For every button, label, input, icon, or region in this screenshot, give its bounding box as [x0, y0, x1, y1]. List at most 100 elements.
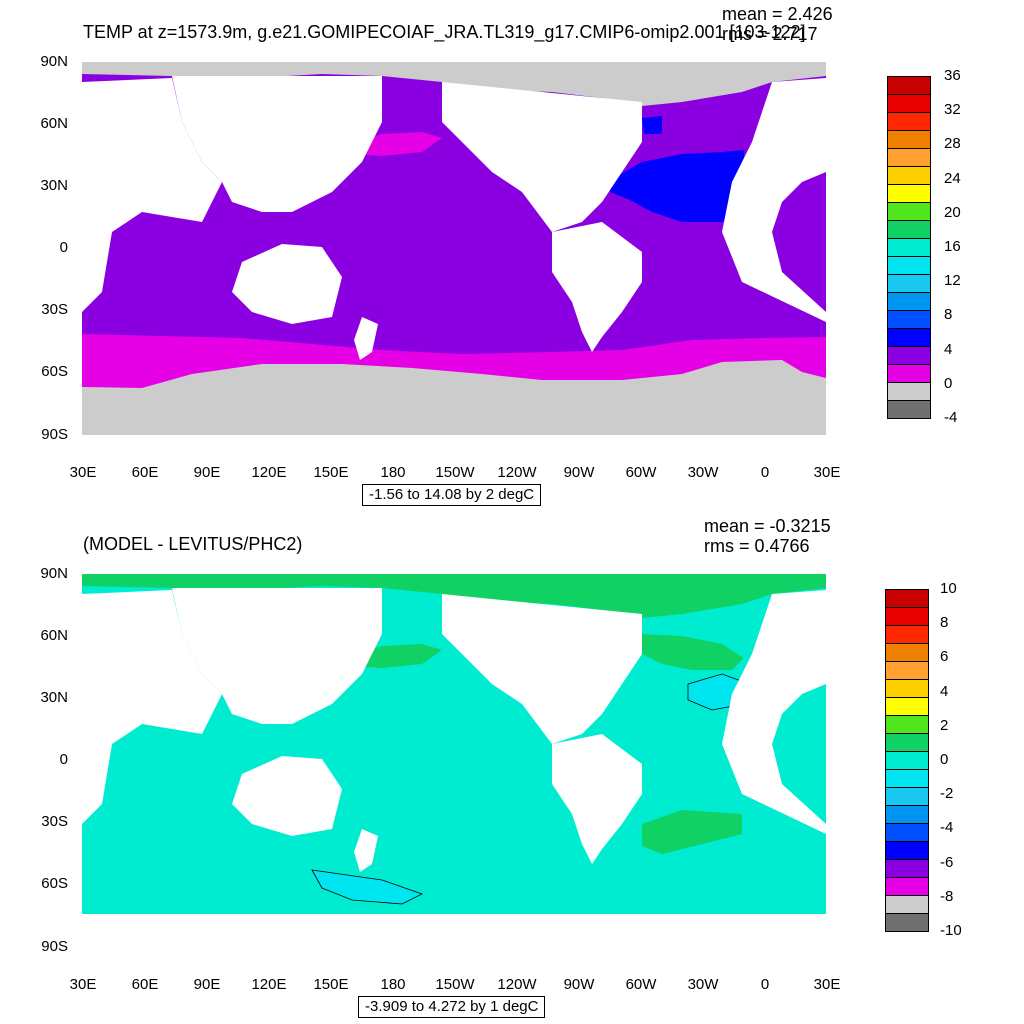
lat-label: 90S — [41, 938, 68, 955]
lon-label: 180 — [380, 464, 406, 481]
colorbar-swatch — [885, 895, 929, 914]
colorbar-swatch — [885, 877, 929, 896]
bottom-south-atlantic-positive — [642, 810, 742, 854]
colorbar-swatch — [885, 823, 929, 842]
lat-label: 90S — [41, 426, 68, 443]
colorbar-swatch — [885, 769, 929, 788]
colorbar-swatch — [885, 715, 929, 734]
colorbar-swatch — [885, 625, 929, 644]
colorbar-label: 36 — [944, 67, 961, 84]
colorbar-swatch — [885, 697, 929, 716]
bottom-map-plot — [82, 574, 826, 947]
lon-label: 90W — [563, 464, 595, 481]
bottom-range-label: -3.909 to 4.272 by 1 degC — [358, 996, 546, 1018]
lon-label: 150W — [435, 976, 475, 993]
lat-label: 90N — [40, 53, 68, 70]
colorbar-label: 4 — [940, 682, 949, 700]
colorbar-swatch — [887, 130, 931, 149]
lat-label: 30S — [41, 813, 68, 830]
top-rms-label: rms = 2.717 — [722, 24, 818, 44]
colorbar-swatches — [887, 76, 931, 419]
colorbar-label: 6 — [940, 648, 949, 666]
bottom-no-data — [82, 914, 826, 947]
bottom-land-masses — [82, 588, 826, 872]
bottom-southern-ocean-negative — [311, 869, 424, 905]
colorbar-label: 12 — [944, 272, 961, 290]
colorbar-label: 0 — [944, 374, 953, 392]
bottom-arctic-positive — [82, 574, 826, 618]
top-title: TEMP at z=1573.9m, g.e21.GOMIPECOIAF_JRA… — [83, 22, 806, 42]
colorbar-label: -4 — [940, 819, 954, 837]
lon-label: 0 — [760, 976, 770, 993]
bottom-north-atlantic-positive — [642, 634, 744, 670]
lat-label: 0 — [59, 751, 68, 768]
top-labrador-blue — [642, 116, 662, 134]
colorbar-swatch — [885, 913, 929, 932]
lon-label: 120W — [497, 976, 537, 993]
lat-label: 0 — [59, 239, 68, 256]
lat-label: 30N — [40, 689, 68, 706]
top-arctic-ice — [82, 62, 826, 106]
colorbar-label: 2 — [940, 716, 949, 734]
colorbar-label: 24 — [944, 169, 961, 187]
lon-label: 60E — [131, 464, 159, 481]
colorbar-swatch — [887, 238, 931, 257]
colorbar-swatch — [885, 751, 929, 770]
bottom-rms-label: rms = 0.4766 — [704, 536, 810, 556]
top-land-masses — [82, 76, 826, 360]
lon-label: 30E — [813, 464, 841, 481]
lon-label: 60E — [131, 976, 159, 993]
lon-label: 120E — [251, 464, 287, 481]
lat-label: 30N — [40, 177, 68, 194]
lon-label: 150E — [313, 464, 349, 481]
top-map-plot — [82, 62, 826, 435]
colorbar-swatch — [885, 679, 929, 698]
lon-label: 60W — [625, 976, 657, 993]
lon-label: 30W — [687, 976, 719, 993]
colorbar-labels: 10 8 6 4 2 0 -2 -4 -6 -8 -10 — [940, 580, 990, 940]
colorbar-swatch — [887, 310, 931, 329]
lon-label: 90W — [563, 976, 595, 993]
lat-label: 90N — [40, 565, 68, 582]
colorbar-swatch — [885, 787, 929, 806]
colorbar-swatch — [887, 328, 931, 347]
colorbar-label: -8 — [940, 887, 954, 905]
lat-label: 60N — [40, 627, 68, 644]
colorbar-swatch — [885, 643, 929, 662]
colorbar-swatch — [887, 346, 931, 365]
colorbar-swatch — [887, 166, 931, 185]
colorbar-label: 28 — [944, 135, 961, 153]
lon-label: 150E — [313, 976, 349, 993]
lat-label: 30S — [41, 301, 68, 318]
lon-label: 30W — [687, 464, 719, 481]
lon-label: 180 — [380, 976, 406, 993]
colorbar-swatch — [885, 841, 929, 860]
colorbar-swatch — [885, 661, 929, 680]
colorbar-swatch — [887, 364, 931, 383]
bottom-title: (MODEL - LEVITUS/PHC2) — [83, 534, 303, 554]
colorbar-swatch — [885, 607, 929, 626]
lat-label: 60S — [41, 875, 68, 892]
lon-label: 0 — [760, 464, 770, 481]
lon-label: 90E — [193, 976, 221, 993]
colorbar-label: 8 — [944, 306, 953, 324]
colorbar-label: 16 — [944, 238, 961, 255]
lon-label: 30E — [813, 976, 841, 993]
bottom-map-panel: (MODEL - LEVITUS/PHC2) mean = -0.3215 rm… — [0, 512, 1024, 1024]
colorbar-swatch — [887, 112, 931, 131]
top-map-panel: TEMP at z=1573.9m, g.e21.GOMIPECOIAF_JRA… — [40, 4, 961, 506]
colorbar-swatch — [887, 184, 931, 203]
colorbar-swatch — [887, 76, 931, 95]
top-north-atlantic-blue — [610, 150, 746, 222]
colorbar-label: 8 — [940, 614, 949, 632]
lon-label: 120E — [251, 976, 287, 993]
colorbar-swatch — [887, 274, 931, 293]
lat-label: 60S — [41, 363, 68, 380]
lon-label: 150W — [435, 464, 475, 481]
lon-label: 90E — [193, 464, 221, 481]
colorbar-swatch — [885, 859, 929, 878]
top-mean-label: mean = 2.426 — [722, 4, 833, 24]
colorbar-swatch — [887, 220, 931, 239]
lon-label: 60W — [625, 464, 657, 481]
colorbar-swatches — [885, 589, 929, 932]
